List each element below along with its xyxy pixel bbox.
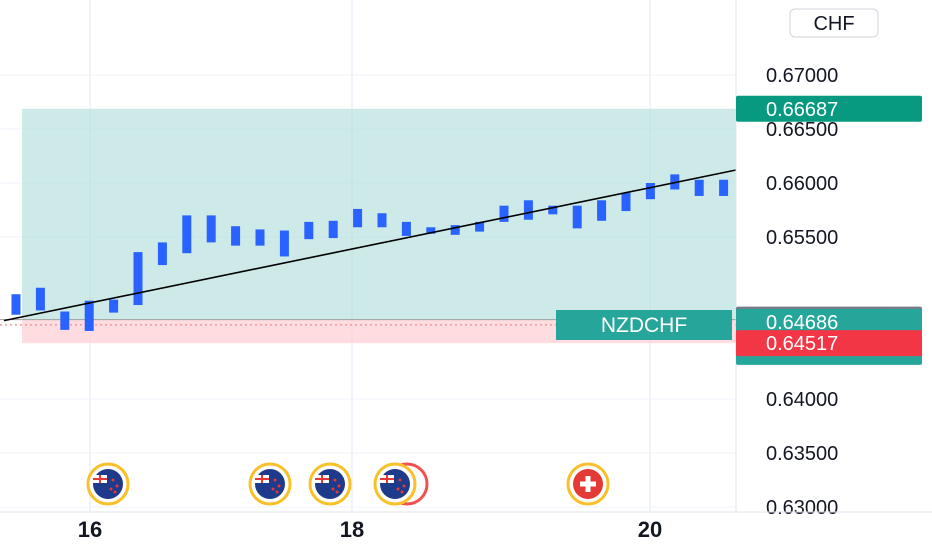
candle (279, 230, 289, 257)
candle (353, 208, 363, 228)
nz-flag-icon[interactable] (248, 462, 292, 506)
nz-flag-icon[interactable] (86, 462, 130, 506)
candle (157, 242, 167, 266)
price-tick-label: 0.67000 (766, 65, 838, 87)
price-axis-ticks: 0.67000 0.66500 0.66000 0.65500 0.64000 0.635… (766, 65, 838, 519)
price-tick-label: 0.65500 (766, 227, 838, 249)
currency-label: CHF (813, 13, 854, 35)
candle (597, 200, 607, 221)
candle (60, 311, 70, 330)
symbol-tag[interactable]: NZDCHF (556, 310, 732, 340)
trend-line[interactable] (3, 169, 737, 322)
nz-flag-icon[interactable] (308, 462, 352, 506)
symbol-tag-bg (556, 310, 732, 340)
price-tick-label: 0.63000 (766, 497, 838, 519)
candle (499, 205, 509, 222)
candle (377, 213, 387, 228)
ch-flag-icon[interactable] (566, 462, 610, 506)
candle (133, 252, 143, 306)
nz-flag-icon[interactable] (373, 462, 429, 506)
price-tick-label: 0.63500 (766, 443, 838, 465)
candle (645, 183, 655, 200)
price-tag-label: 0.64686 (766, 312, 838, 334)
currency-box[interactable]: CHF (789, 8, 879, 38)
time-axis[interactable]: 16 18 20 (0, 511, 932, 542)
candle (401, 221, 411, 236)
symbol-label: NZDCHF (601, 314, 687, 337)
candle (255, 229, 265, 246)
candle (304, 221, 314, 240)
candle (84, 300, 94, 331)
time-tick-label: 16 (78, 517, 102, 542)
candle (694, 179, 704, 196)
price-tick-label: 0.64000 (766, 389, 838, 411)
price-tick-label: 0.66500 (766, 119, 838, 141)
time-tick-label: 18 (340, 517, 364, 542)
price-tick-label: 0.66000 (766, 173, 838, 195)
candle (206, 215, 216, 243)
time-tick-label: 20 (638, 517, 662, 542)
candle (523, 200, 533, 220)
candle (572, 205, 582, 229)
candle (231, 226, 241, 246)
price-tag (736, 330, 922, 357)
price-tag-label: 0.66687 (766, 99, 838, 121)
candle (109, 299, 119, 313)
candle (475, 221, 485, 232)
candle (11, 294, 21, 315)
price-tag-label: 0.64517 (766, 333, 838, 355)
candle (621, 192, 631, 212)
price-tag (736, 95, 922, 122)
candle (450, 225, 460, 235)
candle (182, 215, 192, 254)
candle (548, 205, 558, 215)
candle (719, 179, 729, 196)
candle (426, 227, 436, 234)
candle (328, 220, 338, 239)
candle (35, 287, 45, 311)
event-markers[interactable] (86, 462, 610, 506)
